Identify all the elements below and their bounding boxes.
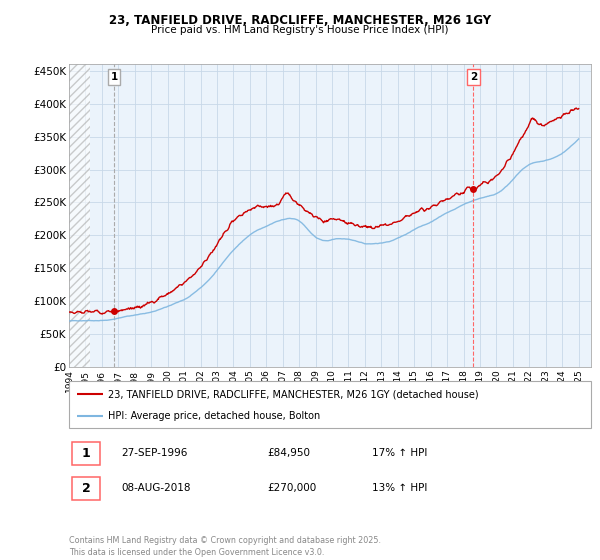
- Text: 13% ↑ HPI: 13% ↑ HPI: [372, 483, 427, 493]
- FancyBboxPatch shape: [71, 442, 100, 465]
- Text: 1: 1: [110, 72, 118, 82]
- Text: 1: 1: [82, 447, 91, 460]
- Text: 27-SEP-1996: 27-SEP-1996: [121, 449, 188, 459]
- Text: £270,000: £270,000: [268, 483, 317, 493]
- Text: Contains HM Land Registry data © Crown copyright and database right 2025.
This d: Contains HM Land Registry data © Crown c…: [69, 536, 381, 557]
- Bar: [69, 64, 91, 367]
- Text: 23, TANFIELD DRIVE, RADCLIFFE, MANCHESTER, M26 1GY (detached house): 23, TANFIELD DRIVE, RADCLIFFE, MANCHESTE…: [108, 389, 479, 399]
- Text: 2: 2: [470, 72, 477, 82]
- Text: HPI: Average price, detached house, Bolton: HPI: Average price, detached house, Bolt…: [108, 411, 320, 421]
- Bar: [69, 64, 91, 367]
- Text: 2: 2: [82, 482, 91, 494]
- FancyBboxPatch shape: [69, 381, 591, 428]
- FancyBboxPatch shape: [71, 477, 100, 500]
- Text: 17% ↑ HPI: 17% ↑ HPI: [372, 449, 427, 459]
- Text: 08-AUG-2018: 08-AUG-2018: [121, 483, 191, 493]
- Text: £84,950: £84,950: [268, 449, 310, 459]
- Text: 23, TANFIELD DRIVE, RADCLIFFE, MANCHESTER, M26 1GY: 23, TANFIELD DRIVE, RADCLIFFE, MANCHESTE…: [109, 14, 491, 27]
- Text: Price paid vs. HM Land Registry's House Price Index (HPI): Price paid vs. HM Land Registry's House …: [151, 25, 449, 35]
